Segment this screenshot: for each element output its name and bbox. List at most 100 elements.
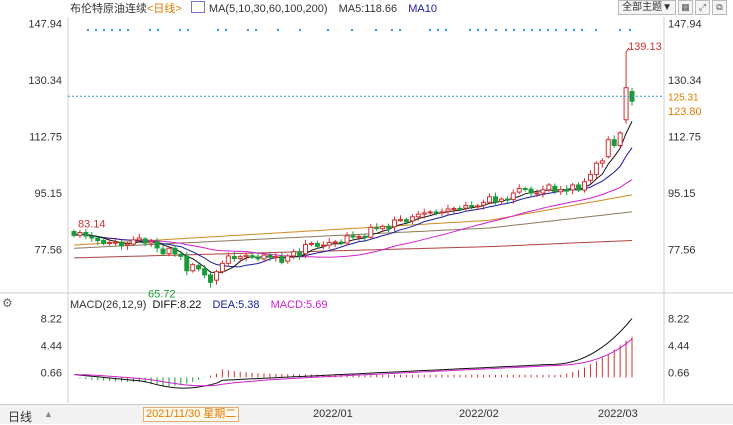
candle-body xyxy=(130,239,136,245)
candle-body xyxy=(219,262,225,273)
grid-icon[interactable]: ▦ xyxy=(678,0,693,15)
event-marker xyxy=(94,28,98,32)
candle-body xyxy=(208,274,214,283)
candle-body xyxy=(326,241,332,246)
popout-icon[interactable]: ⧉ xyxy=(712,0,727,15)
macd-tick-label: 4.44 xyxy=(41,341,62,353)
candle-body xyxy=(534,192,540,195)
date-label: 2022/02 xyxy=(459,408,499,420)
candle-body xyxy=(213,271,219,281)
event-marker xyxy=(444,28,448,32)
candle-body xyxy=(101,240,107,244)
candle-body xyxy=(273,256,279,259)
candle-body xyxy=(433,211,439,214)
theme-select[interactable]: 全部主题▼ xyxy=(618,0,676,15)
macd-header: MACD(26,12,9) DIFF:8.22 DEA:5.38 MACD:5.… xyxy=(70,298,327,312)
candle-body xyxy=(154,241,160,249)
candle-body xyxy=(481,201,487,206)
price-tick-label: 130.34 xyxy=(28,75,62,87)
candle-body xyxy=(249,255,255,258)
event-marker xyxy=(504,28,508,32)
ma-settings-icon[interactable] xyxy=(190,1,205,13)
candle-body xyxy=(528,188,534,194)
candle-body xyxy=(576,184,582,191)
date-label: 2022/03 xyxy=(598,408,638,420)
event-marker xyxy=(436,28,440,32)
candle-body xyxy=(243,254,249,258)
candle-body xyxy=(599,160,605,164)
macd-value: MACD:5.69 xyxy=(270,299,328,311)
event-marker xyxy=(350,28,354,32)
high-marker xyxy=(625,47,630,53)
candle-body xyxy=(552,185,558,193)
dea-line xyxy=(73,338,633,387)
top-toolbar: 全部主题▼ ▦ ⤢ ⧉ xyxy=(618,0,727,15)
event-marker xyxy=(476,28,480,32)
candle-body xyxy=(451,207,457,210)
ma10-line xyxy=(73,147,633,268)
event-marker xyxy=(546,28,550,32)
macd-diff: DIFF:8.22 xyxy=(152,299,202,311)
event-marker xyxy=(618,28,622,32)
macd-tick-label: 8.22 xyxy=(41,314,62,326)
candle-body xyxy=(190,264,196,272)
last-price-label: 125.31 xyxy=(668,92,699,103)
candle-body xyxy=(202,268,208,276)
price-tick-label: 95.15 xyxy=(668,188,696,200)
candle-body xyxy=(95,237,101,242)
candle-body xyxy=(255,256,261,260)
candle-body xyxy=(368,226,374,238)
candle-body xyxy=(397,219,403,222)
event-marker xyxy=(594,28,598,32)
ma60-line xyxy=(73,194,633,246)
candle-body xyxy=(504,198,510,201)
event-marker xyxy=(494,28,498,32)
candle-body xyxy=(237,256,243,260)
candle-body xyxy=(546,184,552,191)
expand-icon[interactable]: ⤢ xyxy=(695,0,710,15)
candle-body xyxy=(196,264,202,270)
candle-body xyxy=(593,162,599,175)
price-tick-label: 147.94 xyxy=(668,19,702,31)
price-tick-label: 147.94 xyxy=(28,19,62,31)
candle-body xyxy=(492,196,498,203)
settings-gear-icon[interactable]: ⚙ xyxy=(2,296,13,310)
event-marker xyxy=(398,28,402,32)
candle-body xyxy=(374,227,380,230)
ma30-line xyxy=(73,179,633,258)
candle-body xyxy=(308,242,314,245)
selected-date: 2021/11/30 星期二 xyxy=(143,407,240,422)
period-up-arrow-icon[interactable]: ▲ xyxy=(44,409,53,419)
candle-body xyxy=(107,241,113,244)
macd-tick-label: 8.22 xyxy=(668,314,689,326)
candle-body xyxy=(320,244,326,247)
candle-body xyxy=(582,181,588,191)
candle-body xyxy=(457,207,463,210)
event-marker xyxy=(186,28,190,32)
period-label[interactable]: <日线> xyxy=(147,3,182,15)
candle-body xyxy=(314,242,320,247)
event-marker xyxy=(178,28,182,32)
candle-body xyxy=(445,208,451,212)
period-button[interactable]: 日线 xyxy=(8,410,33,424)
event-marker xyxy=(86,28,90,32)
candle-body xyxy=(136,237,142,241)
candle-body xyxy=(261,254,267,260)
candle-body xyxy=(617,132,623,146)
candle-body xyxy=(225,255,231,264)
candle-body xyxy=(392,219,398,228)
ma-params: MA(5,10,30,60,100,200) xyxy=(208,3,328,15)
event-marker xyxy=(522,28,526,32)
event-marker xyxy=(484,28,488,32)
event-marker xyxy=(110,28,114,32)
candle-body xyxy=(605,139,611,158)
macd-tick-label: 0.66 xyxy=(41,368,62,380)
event-marker xyxy=(276,28,280,32)
candle-body xyxy=(439,211,445,214)
candle-body xyxy=(71,231,77,236)
candle-body xyxy=(570,184,576,191)
candle-body xyxy=(344,235,350,244)
event-marker xyxy=(118,28,122,32)
candle-body xyxy=(113,241,119,244)
event-marker xyxy=(554,28,558,32)
